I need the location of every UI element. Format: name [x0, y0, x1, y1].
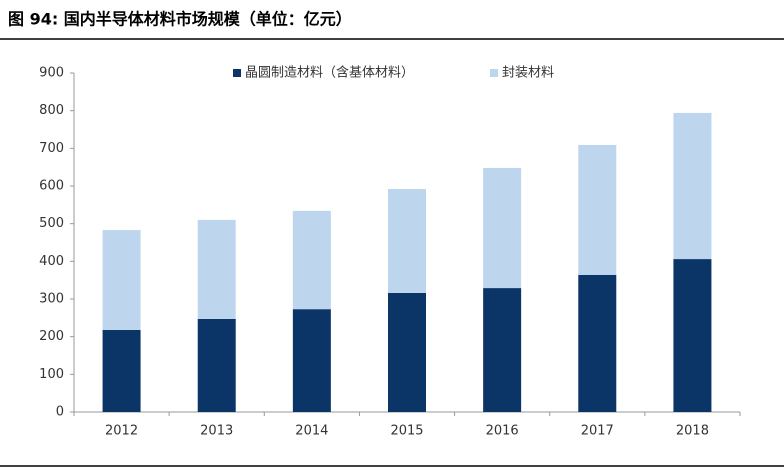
legend-swatch: [233, 69, 241, 77]
y-tick-label: 500: [39, 216, 64, 231]
bar-segment: [673, 259, 712, 412]
bar-segment: [483, 288, 522, 412]
y-tick-label: 800: [39, 103, 64, 118]
y-tick-label: 400: [39, 254, 64, 269]
x-tick-label: 2015: [390, 424, 423, 439]
bar-segment: [673, 112, 712, 260]
bar-segment: [388, 292, 426, 412]
y-tick-label: 900: [39, 66, 64, 81]
bar-segment: [102, 329, 141, 412]
x-tick-label: 2014: [295, 424, 328, 439]
bar-segment: [197, 219, 236, 319]
chart-title: 图 94: 国内半导体材料市场规模（单位：亿元）: [8, 10, 352, 29]
bar-segment: [388, 189, 426, 293]
y-tick-label: 0: [56, 405, 64, 420]
legend-label: 封装材料: [502, 66, 554, 81]
y-tick-label: 700: [39, 141, 64, 156]
x-tick-label: 2016: [486, 424, 519, 439]
x-tick-label: 2012: [105, 424, 138, 439]
legend: 晶圆制造材料（含基体材料） 封装材料: [233, 65, 554, 81]
bar-segment: [578, 144, 617, 275]
x-tick-label: 2017: [581, 424, 614, 439]
bar-segment: [578, 274, 617, 412]
legend-label: 晶圆制造材料（含基体材料）: [245, 65, 414, 81]
bar-segment: [483, 167, 522, 289]
bar-segment: [197, 318, 236, 412]
legend-swatch: [490, 69, 498, 77]
y-tick-label: 600: [39, 179, 64, 194]
bar-segment: [292, 210, 331, 310]
bar-segment: [292, 309, 331, 412]
y-tick-label: 100: [39, 367, 64, 382]
bar-segment: [102, 230, 141, 330]
y-tick-label: 200: [39, 329, 64, 344]
y-tick-label: 300: [39, 292, 64, 307]
x-tick-label: 2013: [200, 424, 233, 439]
x-tick-label: 2018: [676, 424, 709, 439]
